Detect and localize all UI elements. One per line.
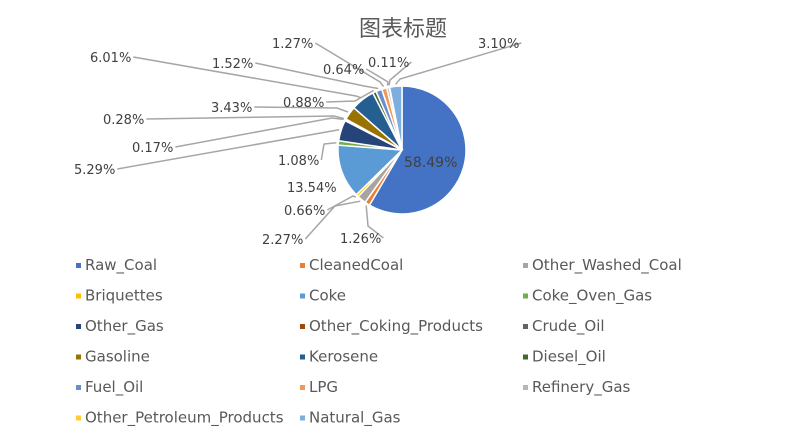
data-label-diesel-oil: 0.88% (283, 96, 324, 111)
data-label-kerosene: 6.01% (90, 51, 131, 66)
legend-swatch (300, 415, 305, 421)
leader-line-other-coking-products (175, 117, 344, 148)
legend-item-gasoline: Gasoline (76, 348, 150, 366)
legend-item-kerosene: Kerosene (300, 348, 378, 366)
data-label-other-gas: 5.29% (74, 163, 115, 178)
legend-swatch (76, 293, 81, 299)
legend-swatch (523, 293, 528, 299)
leader-lines (117, 42, 522, 240)
chart-title: 图表标题 (359, 17, 447, 42)
legend-item-raw-coal: Raw_Coal (76, 256, 157, 275)
legend-item-cleanedcoal: CleanedCoal (300, 256, 403, 274)
legend-swatch (76, 415, 81, 421)
legend-label: Other_Petroleum_Products (85, 409, 284, 428)
legend-swatch (523, 263, 528, 268)
legend-label: Other_Washed_Coal (532, 256, 682, 275)
slice-natural-gas (388, 85, 403, 151)
legend-item-other-washed-coal: Other_Washed_Coal (523, 256, 682, 275)
legend-item-other-petroleum-products: Other_Petroleum_Products (76, 409, 284, 428)
legend-label: Natural_Gas (309, 409, 401, 428)
legend-swatch (300, 324, 305, 329)
leader-line-crude-oil (146, 115, 345, 120)
legend-label: Other_Gas (85, 317, 164, 336)
leader-line-briquettes (326, 195, 357, 211)
legend-label: Fuel_Oil (85, 378, 143, 397)
legend-item-other-gas: Other_Gas (76, 317, 164, 336)
leader-line-cleanedcoal (365, 205, 384, 239)
legend-label: Refinery_Gas (532, 378, 631, 397)
legend-swatch (76, 263, 81, 268)
legend-item-diesel-oil: Diesel_Oil (523, 348, 606, 367)
leader-line-lpg (314, 42, 385, 88)
data-label-coke: 13.54% (287, 181, 337, 196)
legend-swatch (523, 324, 528, 329)
leader-line-kerosene (133, 56, 362, 99)
slice-coke (337, 144, 404, 196)
legend-swatch (523, 354, 528, 360)
data-label-other-washed-coal: 2.27% (262, 233, 303, 248)
leader-line-gasoline (254, 106, 349, 113)
data-label-coke-oven-gas: 1.08% (278, 154, 319, 169)
data-label-natural-gas: 3.10% (478, 37, 519, 52)
data-label-cleanedcoal: 1.26% (340, 232, 381, 247)
legend-label: Briquettes (85, 287, 163, 305)
legend-swatch (300, 263, 305, 268)
legend-label: Gasoline (85, 348, 150, 366)
data-label-briquettes: 0.66% (284, 204, 325, 219)
leader-line-coke-oven-gas (320, 141, 337, 161)
legend-item-lpg: LPG (300, 378, 338, 396)
legend-label: Coke_Oven_Gas (532, 287, 652, 306)
legend-swatch (76, 385, 81, 390)
legend-item-coke-oven-gas: Coke_Oven_Gas (523, 287, 652, 306)
data-label-raw-coal: 58.49% (404, 155, 457, 171)
legend-item-crude-oil: Crude_Oil (523, 317, 605, 336)
legend-swatch (300, 385, 305, 390)
legend-label: LPG (309, 378, 338, 396)
leader-line-other-petroleum-products (388, 61, 412, 86)
legend-swatch (300, 293, 305, 299)
data-label-refinery-gas: 0.64% (323, 63, 364, 78)
legend-label: Other_Coking_Products (309, 317, 483, 336)
data-label-lpg: 1.27% (272, 37, 313, 52)
legend-swatch (300, 354, 305, 360)
data-label-other-coking-products: 0.17% (132, 141, 173, 156)
leader-line-fuel-oil (255, 62, 379, 90)
legend-label: Crude_Oil (532, 317, 605, 336)
legend-label: CleanedCoal (309, 256, 403, 274)
legend-swatch (76, 354, 81, 360)
leader-line-refinery-gas (365, 68, 389, 86)
leader-line-natural-gas (395, 42, 522, 85)
data-label-gasoline: 3.43% (211, 101, 252, 116)
legend-swatch (523, 385, 528, 390)
legend-item-fuel-oil: Fuel_Oil (76, 378, 143, 397)
data-label-crude-oil: 0.28% (103, 113, 144, 128)
legend: Raw_Coal CleanedCoal Other_Washed_Coal Briq… (76, 256, 682, 428)
legend-label: Coke (309, 287, 346, 305)
legend-label: Kerosene (309, 348, 378, 366)
slice-raw-coal (368, 85, 467, 215)
pie-slices (337, 85, 467, 215)
legend-item-other-coking-products: Other_Coking_Products (300, 317, 483, 336)
legend-item-natural-gas: Natural_Gas (300, 409, 401, 428)
leader-line-diesel-oil (326, 89, 374, 103)
leader-line-other-gas (117, 129, 340, 170)
data-labels: 58.49% 1.26% 2.27% 0.66% 13.54% 1.08% 5.29% 0.1… (74, 37, 519, 248)
legend-label: Diesel_Oil (532, 348, 606, 367)
data-label-other-petroleum-products: 0.11% (368, 56, 409, 71)
legend-item-briquettes: Briquettes (76, 287, 163, 305)
legend-item-coke: Coke (300, 287, 346, 305)
legend-swatch (76, 324, 81, 329)
legend-label: Raw_Coal (85, 256, 157, 275)
legend-item-refinery-gas: Refinery_Gas (523, 378, 631, 397)
data-label-fuel-oil: 1.52% (212, 57, 253, 72)
